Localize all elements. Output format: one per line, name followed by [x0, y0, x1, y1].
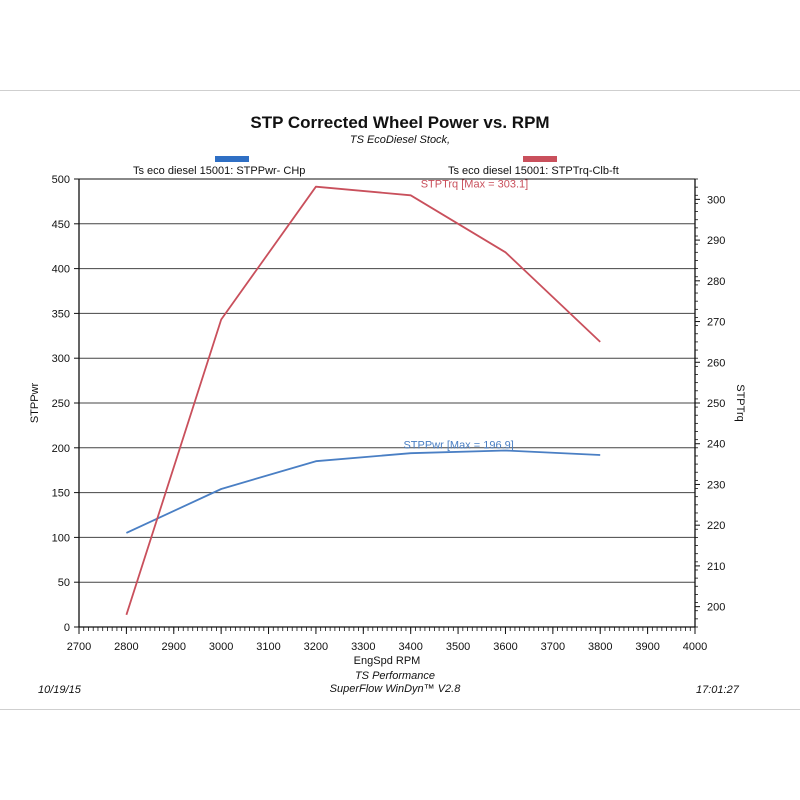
y-right-tick-label: 290	[707, 235, 725, 247]
y-left-tick-label: 300	[52, 353, 70, 365]
y-right-tick-label: 210	[707, 561, 725, 573]
legend-label-power: Ts eco diesel 15001: STPPwr- CHp	[133, 165, 306, 177]
legend-swatch-power	[215, 156, 249, 162]
x-tick-label: 3300	[351, 641, 375, 653]
x-tick-label: 3900	[635, 641, 659, 653]
y-left-tick-label: 400	[52, 264, 70, 276]
y-left-tick-label: 450	[52, 219, 70, 231]
power-series-line	[126, 449, 601, 534]
y-left-tick-label: 350	[52, 308, 70, 320]
power-max-annotation: STPPwr [Max = 196.9]	[403, 439, 513, 451]
x-axis-label: EngSpd RPM	[354, 655, 421, 667]
x-tick-label: 3700	[541, 641, 565, 653]
x-tick-label: 2800	[114, 641, 138, 653]
y-right-tick-label: 260	[707, 357, 725, 369]
footer-time: 17:01:27	[696, 684, 739, 696]
torque-series-line	[125, 185, 601, 616]
y-right-tick-label: 220	[707, 520, 725, 532]
x-tick-label: 3400	[398, 641, 422, 653]
x-tick-label: 3100	[256, 641, 280, 653]
y-right-axis-label: STPTrq	[734, 384, 746, 422]
y-left-tick-label: 50	[58, 577, 70, 589]
y-right-tick-label: 240	[707, 439, 725, 451]
y-left-axis-label: STPPwr	[29, 382, 41, 423]
x-tick-label: 3800	[588, 641, 612, 653]
y-right-tick-label: 200	[707, 602, 725, 614]
y-left-tick-label: 200	[52, 443, 70, 455]
y-left-tick-label: 500	[52, 174, 70, 186]
torque-max-annotation: STPTrq [Max = 303.1]	[421, 179, 529, 191]
x-tick-label: 3000	[209, 641, 233, 653]
x-tick-label: 2700	[67, 641, 91, 653]
y-left-tick-label: 0	[64, 622, 70, 634]
x-tick-label: 3600	[493, 641, 517, 653]
y-left-tick-label: 150	[52, 488, 70, 500]
y-right-tick-label: 270	[707, 317, 725, 329]
x-tick-label: 3500	[446, 641, 470, 653]
y-right-tick-label: 230	[707, 479, 725, 491]
page-frame	[0, 90, 800, 710]
footer-date: 10/19/15	[38, 684, 81, 696]
chart-subtitle: TS EcoDiesel Stock,	[349, 134, 451, 146]
x-tick-label: 4000	[683, 641, 707, 653]
chart-title: STP Corrected Wheel Power vs. RPM	[250, 113, 550, 132]
x-tick-label: 3200	[304, 641, 328, 653]
y-left-tick-label: 250	[52, 398, 70, 410]
footer-software: SuperFlow WinDyn™ V2.8	[329, 683, 461, 695]
y-right-tick-label: 280	[707, 276, 725, 288]
legend-swatch-torque	[523, 156, 557, 162]
x-tick-label: 2900	[162, 641, 186, 653]
y-left-tick-label: 100	[52, 532, 70, 544]
footer-company: TS Performance	[354, 670, 436, 682]
legend-label-torque: Ts eco diesel 15001: STPTrq-Clb-ft	[448, 165, 619, 177]
y-right-tick-label: 250	[707, 398, 725, 410]
y-right-tick-label: 300	[707, 194, 725, 206]
